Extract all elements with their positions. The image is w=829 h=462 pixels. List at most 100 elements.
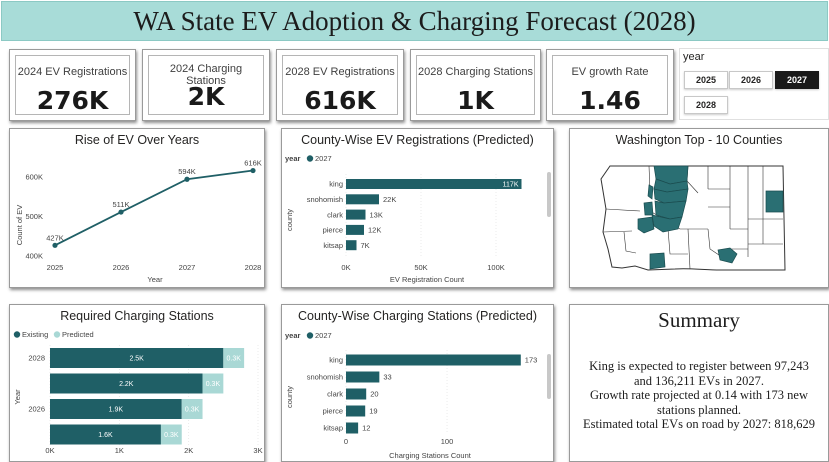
x-axis-title: EV Registration Count (390, 275, 465, 284)
bar[interactable] (346, 194, 379, 205)
y-tick-label: 400K (25, 252, 43, 261)
county-clark[interactable] (649, 252, 666, 270)
x-axis-title: Year (147, 275, 163, 284)
x-tick-label: 2027 (179, 263, 196, 272)
line-chart-panel: Rise of EV Over Years Count of EV Year 4… (9, 128, 265, 288)
x-axis-title: Charging Stations Count (389, 451, 472, 460)
bar[interactable] (346, 179, 522, 189)
x-tick-label: 100K (487, 263, 505, 272)
line-point[interactable] (52, 242, 58, 248)
bar[interactable] (346, 405, 366, 417)
category-label: king (329, 356, 343, 365)
washington-map[interactable] (570, 129, 829, 289)
cs-bar-chart: year 2027 county Charging Stations Count… (285, 331, 551, 460)
category-label: kitsap (323, 241, 343, 250)
scrollbar[interactable] (547, 354, 551, 399)
line-point[interactable] (250, 167, 256, 174)
x-tick-label: 50K (414, 263, 427, 272)
summary-panel: Summary King is expected to register bet… (569, 304, 829, 462)
data-label: 12 (362, 424, 370, 433)
summary-line: and 136,211 EVs in 2027. (633, 373, 765, 388)
year-option-2027[interactable]: 2027 (775, 71, 819, 89)
data-label: 2.2K (119, 381, 134, 388)
x-tick-label: 0 (344, 437, 348, 446)
bar[interactable] (346, 209, 366, 220)
county-king[interactable] (654, 200, 687, 220)
kpi-value: 616K (304, 86, 376, 115)
county-kitsap[interactable] (643, 201, 654, 216)
stations-chart-panel: Required Charging Stations Existing Pred… (9, 304, 265, 462)
y-axis-title: Count of EV (15, 205, 24, 245)
bar-existing[interactable] (50, 348, 224, 368)
kpi-label: 2028 Charging Stations (418, 66, 533, 78)
summary-line: King is expected to register between 97,… (589, 359, 809, 373)
kpi-label: 2024 Charging Stations (169, 63, 243, 87)
category-label: clark (327, 390, 343, 399)
x-tick-label: 2K (184, 446, 193, 455)
summary-line: Growth rate projected at 0.14 with 173 n… (590, 388, 808, 402)
line-chart: Count of EV Year 400K 500K 600K 2025 2026 20… (15, 159, 262, 284)
data-label: 20 (370, 390, 378, 399)
category-label: pierce (323, 226, 343, 235)
line-point[interactable] (184, 176, 190, 182)
bar-existing[interactable] (50, 373, 203, 394)
scrollbar[interactable] (547, 172, 551, 217)
bar-predicted[interactable] (160, 424, 182, 445)
legend-item-2027[interactable]: 2027 (315, 154, 332, 163)
data-label: 616K (244, 159, 262, 168)
kpi-card-2028-ev-registrations: 2028 EV Registrations 616K (276, 49, 404, 121)
ev-line-series (54, 169, 254, 247)
bar[interactable] (346, 224, 364, 235)
category-label: snohomish (307, 195, 343, 204)
bar-existing[interactable] (50, 399, 182, 419)
bar[interactable] (346, 240, 357, 251)
bar[interactable] (346, 354, 521, 366)
ev-bar-chart: year 2027 county EV Registration Count 0… (285, 154, 551, 284)
bar-existing[interactable] (50, 424, 161, 445)
legend-existing[interactable]: Existing (22, 330, 48, 339)
kpi-value: 1K (457, 86, 494, 115)
dashboard-title: WA State EV Adoption & Charging Forecast… (133, 5, 696, 36)
county-spokane[interactable] (765, 190, 784, 213)
bar-predicted[interactable] (202, 373, 224, 394)
data-label: 33 (383, 373, 391, 382)
bar-predicted[interactable] (223, 348, 245, 368)
legend-item-2027[interactable]: 2027 (315, 331, 332, 340)
washington-state-outline (600, 165, 786, 271)
x-tick-label: 3K (253, 446, 262, 455)
kpi-label: 2028 EV Registrations (285, 66, 395, 78)
data-label: 19 (369, 407, 377, 416)
bar[interactable] (346, 371, 380, 383)
county-pierce[interactable] (651, 214, 683, 233)
cs-bar-title: County-Wise Charging Stations (Predicted… (298, 309, 537, 323)
year-option-2025[interactable]: 2025 (684, 71, 728, 89)
kpi-card-ev-growth-rate: EV growth Rate 1.46 (546, 49, 674, 121)
county-island[interactable] (647, 184, 654, 200)
data-label: 173 (525, 356, 538, 365)
data-label: 2.5K (129, 356, 144, 363)
data-label: 0.3K (185, 407, 200, 414)
bar[interactable] (346, 388, 367, 400)
data-label: 0.3K (206, 381, 221, 388)
x-tick-label: 0K (341, 263, 350, 272)
kpi-label: 2024 EV Registrations (17, 66, 128, 78)
line-point[interactable] (118, 209, 124, 215)
x-tick-label: 0K (45, 446, 54, 455)
year-slicer: year 2025 2026 2027 2028 (679, 48, 829, 120)
kpi-card-2024-ev-registrations: 2024 EV Registrations 276K (9, 49, 136, 121)
dashboard-header: WA State EV Adoption & Charging Forecast… (1, 1, 828, 41)
slicer-title: year (683, 51, 705, 63)
cs-bar-panel: County-Wise Charging Stations (Predicted… (281, 304, 554, 462)
year-option-2028[interactable]: 2028 (684, 96, 728, 114)
data-label: 13K (370, 210, 383, 219)
bar[interactable] (346, 422, 359, 434)
county-snohomish[interactable] (653, 188, 689, 204)
legend-predicted[interactable]: Predicted (62, 330, 94, 339)
data-label: 1.6K (98, 432, 113, 439)
data-label: 0.3K (227, 356, 242, 363)
county-benton[interactable] (717, 247, 738, 264)
year-option-2026[interactable]: 2026 (729, 71, 773, 89)
bar-predicted[interactable] (181, 399, 203, 419)
county-thurston[interactable] (637, 216, 655, 234)
x-tick-label: 100 (441, 437, 454, 446)
